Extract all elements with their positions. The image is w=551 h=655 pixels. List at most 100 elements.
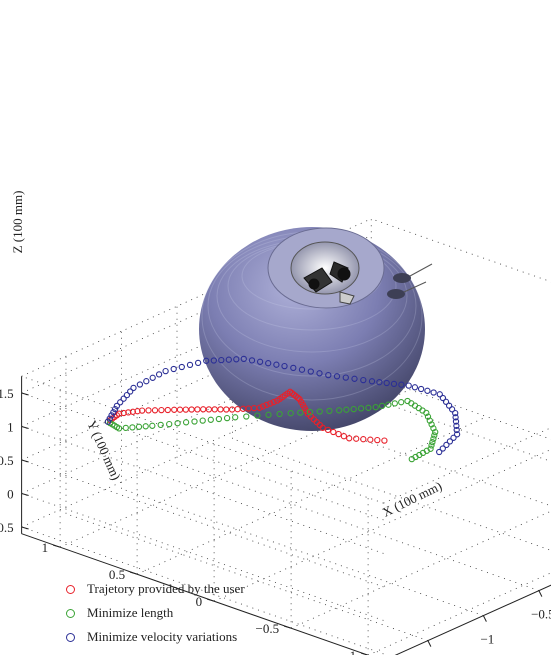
data-point <box>111 405 119 413</box>
inner-mechanism <box>303 261 355 305</box>
data-point <box>430 435 437 442</box>
data-point <box>365 404 372 411</box>
data-point <box>368 378 376 385</box>
data-point <box>307 368 314 375</box>
y-tick <box>283 625 292 629</box>
data-point <box>273 361 280 368</box>
data-point <box>130 384 137 392</box>
data-point <box>225 356 232 363</box>
data-point <box>391 400 398 407</box>
data-point <box>316 370 323 377</box>
data-point <box>360 436 367 443</box>
data-point <box>330 428 337 436</box>
data-point <box>383 379 390 387</box>
y-tick-label: −1 <box>342 648 356 655</box>
x-tick <box>538 590 543 597</box>
legend-marker-red-circle <box>66 584 75 594</box>
data-point <box>155 371 163 378</box>
series-1 <box>104 397 439 463</box>
data-point <box>429 438 436 446</box>
data-point <box>194 359 202 367</box>
data-point <box>270 398 277 406</box>
data-point <box>207 416 214 423</box>
x-tick-label: −0.5 <box>531 607 551 622</box>
grid-line <box>213 449 551 602</box>
data-point <box>194 406 201 413</box>
x-tick-label: −1 <box>480 632 494 647</box>
z-tick-label: 0 <box>7 487 14 502</box>
y-axis-line <box>21 533 370 655</box>
series-0 <box>104 388 388 444</box>
data-point <box>211 406 218 413</box>
x-axis-line <box>394 584 551 655</box>
y-tick <box>129 571 138 575</box>
data-point <box>218 356 225 364</box>
x-tick <box>427 640 432 647</box>
data-point <box>256 358 264 365</box>
data-point <box>122 424 129 432</box>
data-point <box>233 356 240 363</box>
legend-item-length: Minimize length <box>66 602 245 626</box>
y-tick-label: 0.5 <box>109 567 125 582</box>
data-point <box>234 406 241 413</box>
data-point <box>210 357 217 364</box>
data-point <box>108 412 115 419</box>
data-point <box>411 384 419 391</box>
data-point <box>217 406 224 413</box>
data-point <box>145 407 152 414</box>
data-point <box>104 418 112 425</box>
data-point <box>143 378 150 385</box>
y-tick <box>206 598 215 602</box>
data-point <box>265 360 272 367</box>
data-point <box>452 418 460 425</box>
side-probes <box>387 263 433 299</box>
data-point <box>191 418 198 425</box>
data-point <box>408 455 415 463</box>
tick-labels: −1.5−1−0.500.51−1−0.500.51−0.500.511.5 <box>0 386 551 655</box>
x-axis-label: X (100 mm) <box>380 478 444 520</box>
data-point <box>276 410 283 418</box>
data-point <box>335 407 343 414</box>
data-point <box>417 385 425 393</box>
data-point <box>340 433 348 440</box>
grid-line <box>21 459 384 588</box>
data-point <box>350 405 357 413</box>
data-point <box>149 422 156 429</box>
data-point <box>398 381 405 388</box>
data-point <box>430 389 437 396</box>
z-tick <box>21 459 29 463</box>
y-axis-label: Y (100 mm) <box>84 418 124 482</box>
data-point <box>123 391 131 399</box>
data-point <box>178 363 185 371</box>
legend-label: Minimize velocity variations <box>87 629 238 644</box>
data-point <box>324 426 332 434</box>
data-point <box>162 367 169 375</box>
data-point <box>439 394 447 402</box>
z-tick-label: 0.5 <box>0 453 14 468</box>
z-axis-label: Z (100 mm) <box>10 191 25 254</box>
legend-item-velocity: Minimize velocity variations <box>66 626 245 650</box>
data-point <box>342 374 349 381</box>
data-point <box>316 408 323 415</box>
data-point <box>372 404 379 411</box>
data-point <box>188 406 195 413</box>
data-point <box>240 355 247 363</box>
data-point <box>357 405 365 412</box>
z-tick-label: 1 <box>7 420 14 435</box>
data-point <box>452 414 459 421</box>
data-point <box>138 407 146 414</box>
z-tick-label: 1.5 <box>0 386 14 401</box>
series-markers <box>104 355 461 463</box>
y-tick-label: 1 <box>42 540 49 555</box>
data-point <box>398 399 405 406</box>
data-point <box>265 411 272 418</box>
data-point <box>199 417 206 424</box>
data-point <box>281 362 288 370</box>
data-point <box>182 406 189 413</box>
data-point <box>166 420 173 428</box>
series-2 <box>104 355 461 456</box>
data-point <box>203 357 210 364</box>
legend-marker-green-circle <box>66 608 75 618</box>
legend-label: Trajetory provided by the user <box>87 581 245 596</box>
data-point <box>182 419 190 426</box>
